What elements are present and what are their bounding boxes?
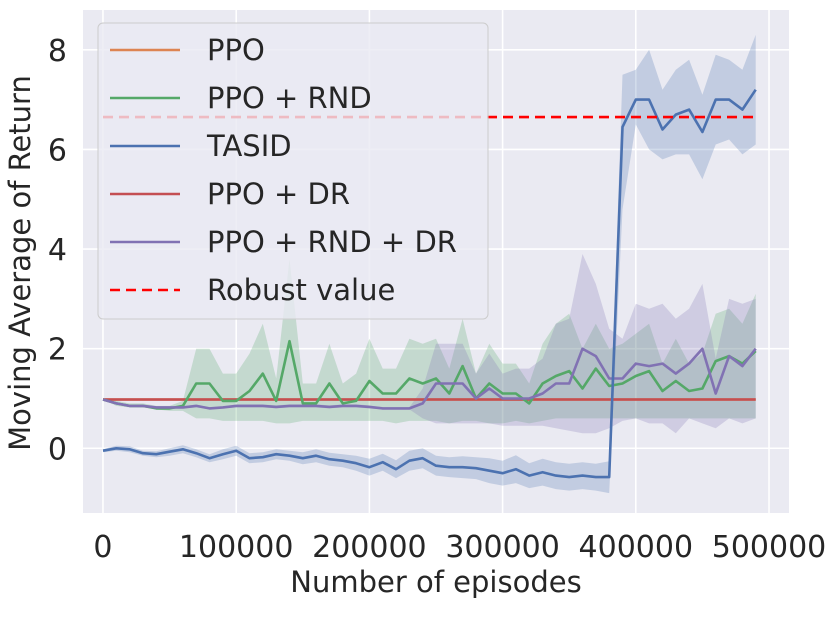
legend-label-ppo-rnd-dr: PPO + RND + DR [207, 225, 457, 259]
band-tasid [103, 34, 756, 494]
y-tick-label: 8 [48, 34, 67, 69]
legend-box [97, 22, 489, 320]
series-line-ppo-rnd [102, 339, 757, 410]
y-tick-label: 2 [48, 333, 67, 368]
legend-label-ppo-dr: PPO + DR [207, 177, 350, 211]
legend-label-robust-value: Robust value [207, 273, 395, 307]
band-ppo-rnd-dr [103, 254, 756, 434]
y-tick-label: 6 [48, 133, 67, 168]
x-axis-label: Number of episodes [290, 565, 581, 599]
x-tick-labels: 0 100000 200000 300000 400000 500000 [93, 530, 826, 565]
legend: PPO PPO + RND TASID PPO + DR PPO + RND + DR R… [97, 22, 489, 320]
y-axis-label: Moving Average of Return [3, 75, 37, 451]
y-tick-label: 4 [48, 233, 67, 268]
legend-label-ppo-rnd: PPO + RND [207, 81, 372, 115]
y-tick-label: 0 [48, 432, 67, 467]
x-tick-label: 400000 [579, 530, 694, 565]
x-tick-label: 0 [93, 530, 112, 565]
series-line-tasid [102, 88, 757, 479]
x-tick-label: 200000 [312, 530, 427, 565]
y-tick-labels: 0 2 4 6 8 [48, 34, 67, 467]
legend-label-ppo: PPO [207, 33, 265, 67]
x-tick-label: 100000 [179, 530, 294, 565]
x-tick-label: 500000 [712, 530, 827, 565]
legend-label-tasid: TASID [206, 129, 292, 163]
series-line-ppo-rnd-dr [102, 347, 757, 410]
x-tick-label: 300000 [445, 530, 560, 565]
